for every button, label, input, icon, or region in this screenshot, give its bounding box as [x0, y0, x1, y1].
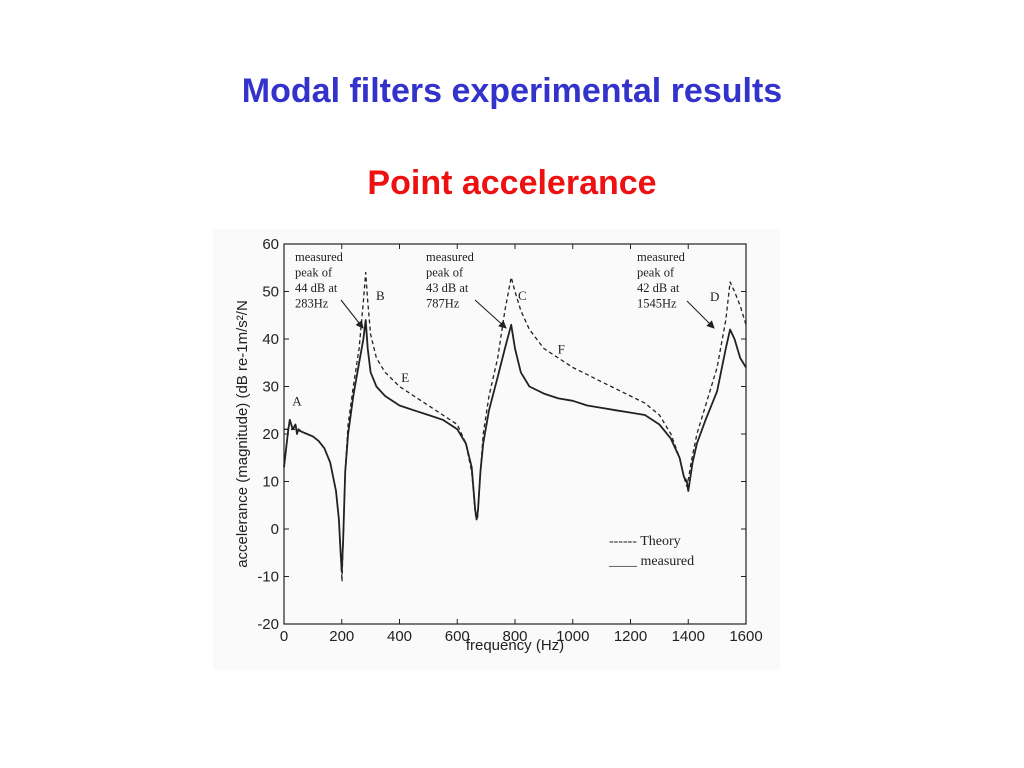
y-tick-label: 10 [262, 474, 279, 491]
x-axis-label: frequency (Hz) [466, 637, 564, 654]
x-tick-label: 600 [445, 628, 470, 645]
curve-label: A [292, 394, 302, 409]
annotation-letter: B [376, 288, 385, 303]
legend-entry: ____ measured [608, 554, 694, 569]
x-tick-label: 1200 [614, 628, 647, 645]
chart: 0 200 400 600 800 1000 1200 1400 1600 60 50 40 30 20 1… [234, 236, 763, 654]
series-line-measured [283, 319, 747, 573]
y-tick-label: 30 [262, 379, 279, 396]
annotation-line: measured [295, 250, 344, 264]
x-tick-label: 1400 [672, 628, 705, 645]
y-tick-label: 60 [262, 236, 279, 253]
annotation-arrow [340, 299, 364, 329]
x-tick-label: 1000 [556, 628, 589, 645]
x-tick-label: 800 [502, 628, 527, 645]
y-axis-label: accelerance (magnitude) (dB re-1m/s²/N [234, 300, 251, 568]
annotation-line: 1545Hz [637, 297, 677, 311]
annotation-line: 42 dB at [637, 281, 680, 295]
annotation-letter: D [710, 289, 719, 304]
slide-subtitle: Point accelerance [367, 164, 657, 202]
annotation-arrow [474, 299, 507, 329]
x-tick-label: 400 [387, 628, 412, 645]
y-tick-label: 50 [262, 284, 279, 301]
slide-title: Modal filters experimental results [241, 72, 783, 110]
y-tick-label: 20 [262, 426, 279, 443]
annotation-line: peak of [295, 266, 333, 280]
legend-entry: ------ Theory [609, 534, 681, 549]
annotation-line: peak of [637, 266, 675, 280]
annotation-line: 787Hz [426, 297, 460, 311]
y-tick-label: 0 [271, 521, 279, 538]
annotation-line: 283Hz [295, 297, 329, 311]
annotation-line: 43 dB at [426, 281, 469, 295]
annotation-line: measured [637, 250, 686, 264]
curve-label: E [401, 370, 409, 385]
annotation-letter: C [518, 288, 527, 303]
y-tick-label: -10 [257, 569, 279, 586]
x-tick-label: 1600 [729, 628, 762, 645]
y-tick-label: -20 [257, 616, 279, 633]
x-tick-label: 0 [280, 628, 288, 645]
x-tick-label: 200 [329, 628, 354, 645]
curve-label: F [558, 341, 565, 356]
annotation-line: measured [426, 250, 475, 264]
chart-figure: 0 200 400 600 800 1000 1200 1400 1600 60 50 40 30 20 1… [213, 229, 780, 670]
y-tick-label: 40 [262, 331, 279, 348]
annotation-line: 44 dB at [295, 281, 338, 295]
annotation-arrow [686, 300, 715, 329]
annotation-line: peak of [426, 266, 464, 280]
